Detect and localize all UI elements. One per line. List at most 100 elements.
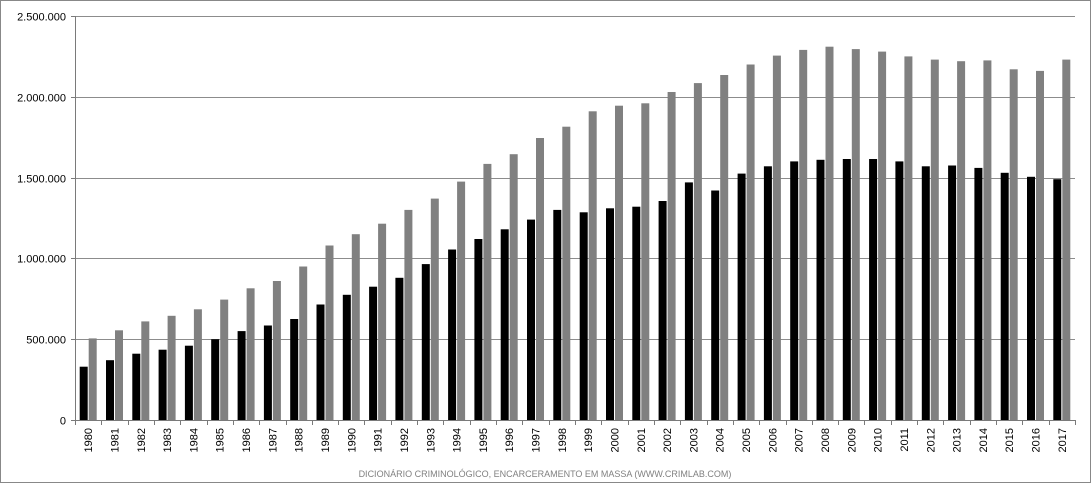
bar-gray bbox=[588, 111, 597, 421]
bar-gray bbox=[483, 163, 492, 420]
y-tick-label: 2.000.000 bbox=[17, 93, 66, 105]
x-tick-label: 1987 bbox=[267, 428, 279, 452]
bar-black bbox=[290, 319, 299, 420]
bar-black bbox=[1027, 176, 1035, 420]
bar-black bbox=[316, 304, 325, 420]
x-tick-label: 2015 bbox=[1004, 428, 1016, 452]
bar-gray bbox=[693, 83, 702, 420]
bar-gray bbox=[536, 138, 544, 420]
bar-black bbox=[79, 366, 88, 420]
x-tick-label: 2000 bbox=[610, 428, 622, 452]
bar-black bbox=[132, 353, 141, 420]
x-tick-label: 2003 bbox=[688, 428, 700, 452]
bar-black bbox=[842, 159, 851, 420]
x-tick-labels: 1980 1981 1982 1983 1984 1985 1986 1987 1988 1989… bbox=[83, 428, 1069, 452]
bar-gray bbox=[509, 154, 518, 420]
bar-black bbox=[816, 159, 825, 421]
x-tick-label: 1997 bbox=[531, 428, 543, 452]
bar-gray bbox=[878, 51, 887, 420]
bar-black bbox=[527, 219, 535, 420]
x-tick-label: 1983 bbox=[162, 428, 174, 452]
bar-black bbox=[1000, 172, 1009, 420]
bar-gray bbox=[1036, 70, 1044, 421]
y-tick-label: 2.500.000 bbox=[17, 12, 66, 24]
bar-gray bbox=[562, 126, 571, 420]
bar-black bbox=[737, 173, 746, 420]
x-tick-label: 2014 bbox=[978, 428, 990, 452]
bar-black bbox=[184, 345, 193, 420]
x-tick-label: 2012 bbox=[925, 428, 937, 452]
y-tick-label: 500.000 bbox=[26, 335, 66, 347]
bar-gray bbox=[983, 60, 992, 421]
x-tick-label: 2002 bbox=[662, 428, 674, 452]
x-tick-label: 1990 bbox=[346, 428, 358, 452]
bar-gray bbox=[851, 49, 860, 420]
chart-caption: DICIONÁRIO CRIMINOLÓGICO, ENCARCERAMENTO… bbox=[359, 469, 732, 479]
bar-gray bbox=[272, 281, 281, 420]
bars bbox=[79, 46, 1071, 421]
bar-gray bbox=[930, 59, 939, 420]
bar-black bbox=[263, 325, 272, 420]
x-tick-label: 1989 bbox=[320, 428, 332, 452]
axes bbox=[71, 16, 1076, 425]
bar-gray bbox=[457, 181, 466, 420]
bar-gray bbox=[1062, 59, 1071, 420]
x-tick-label: 2007 bbox=[794, 428, 806, 452]
bar-black bbox=[895, 161, 904, 420]
x-tick-label: 2010 bbox=[873, 428, 885, 452]
bar-gray bbox=[351, 234, 360, 420]
x-tick-label: 1988 bbox=[294, 428, 306, 452]
bar-black bbox=[606, 208, 614, 420]
bar-gray bbox=[325, 245, 334, 420]
bar-black bbox=[342, 294, 351, 420]
bar-gray bbox=[641, 103, 650, 421]
x-tick-label: 1980 bbox=[83, 428, 95, 452]
x-tick-label: 2008 bbox=[820, 428, 832, 452]
x-tick-label: 1986 bbox=[241, 428, 253, 452]
bar-black bbox=[369, 286, 378, 420]
bar-black bbox=[474, 239, 483, 420]
bar-black bbox=[395, 277, 404, 420]
bar-black bbox=[869, 159, 878, 420]
bar-gray bbox=[115, 330, 123, 420]
bar-black bbox=[684, 182, 693, 420]
bar-black bbox=[790, 161, 799, 420]
bar-gray bbox=[720, 75, 729, 420]
bar-gray bbox=[957, 61, 966, 420]
x-tick-label: 1985 bbox=[215, 428, 227, 452]
bar-black bbox=[1053, 179, 1062, 420]
bar-black bbox=[211, 339, 220, 420]
bar-gray bbox=[825, 46, 834, 420]
x-tick-label: 1995 bbox=[478, 428, 490, 452]
y-tick-label: 1.000.000 bbox=[17, 254, 66, 266]
bar-gray bbox=[615, 105, 623, 420]
y-tick-labels: 0 500.000 1.000.000 1.500.000 2.000.000 2.500… bbox=[17, 12, 66, 428]
x-tick-label: 1981 bbox=[110, 428, 122, 452]
x-tick-label: 1998 bbox=[557, 428, 569, 452]
bar-black bbox=[658, 201, 667, 420]
bar-black bbox=[421, 264, 430, 420]
y-tick-label: 1.500.000 bbox=[17, 174, 66, 186]
x-tick-label: 2011 bbox=[899, 428, 911, 452]
bar-black bbox=[763, 166, 772, 420]
x-tick-label: 1994 bbox=[452, 428, 464, 452]
bar-gray bbox=[141, 321, 150, 420]
x-tick-label: 2001 bbox=[636, 428, 648, 452]
bar-black bbox=[158, 349, 167, 420]
bar-gray bbox=[904, 56, 913, 421]
x-tick-label: 2013 bbox=[952, 428, 964, 452]
y-tick-label: 0 bbox=[60, 416, 66, 428]
x-tick-label: 1984 bbox=[188, 428, 200, 452]
bar-black bbox=[921, 166, 930, 420]
bar-gray bbox=[430, 198, 439, 420]
bar-gray bbox=[667, 92, 676, 420]
x-tick-label: 2016 bbox=[1031, 428, 1043, 452]
bar-gray bbox=[246, 288, 255, 420]
bar-black bbox=[632, 206, 641, 420]
bar-black bbox=[711, 190, 720, 420]
bar-gray bbox=[404, 209, 413, 420]
bar-gray bbox=[799, 49, 808, 421]
bar-gray bbox=[299, 266, 308, 420]
x-tick-label: 2009 bbox=[846, 428, 858, 452]
